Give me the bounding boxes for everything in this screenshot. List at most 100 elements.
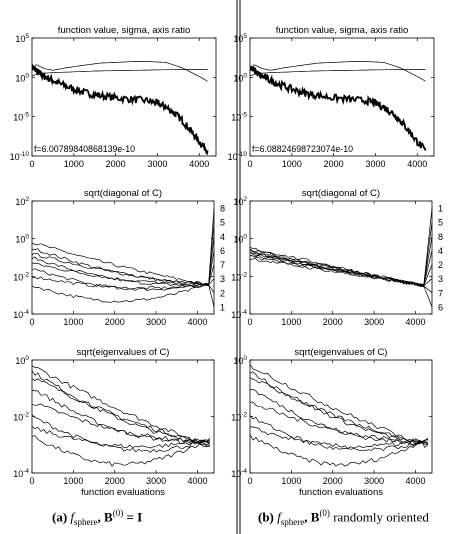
x-tick-label: 1000 <box>63 317 83 327</box>
y-tick-label: 10-4 <box>13 468 29 479</box>
x-tick-label: 2000 <box>105 317 125 327</box>
caption-b-rest: , B <box>304 509 320 525</box>
fan-line-6 <box>208 250 215 285</box>
x-tick-label: 2000 <box>323 317 343 327</box>
caption-a-tag: (a) <box>52 509 68 525</box>
x-tick-label: 3000 <box>365 159 385 169</box>
component-label: 4 <box>220 232 225 242</box>
caption-b-tag: (b) <box>258 509 274 525</box>
x-tick-label: 3000 <box>146 476 166 486</box>
x-tick-label: 1000 <box>281 476 301 486</box>
series-line-1 <box>32 242 209 285</box>
series-line-4 <box>250 251 424 286</box>
series-line-7 <box>32 426 211 449</box>
x-tick-label: 2000 <box>105 476 125 486</box>
x-tick-label: 2000 <box>323 476 343 486</box>
series-line-8 <box>32 284 209 303</box>
annotation-f-value: f=6.00789840868139e-10 <box>34 144 135 154</box>
chart-a3: sqrt(eigenvalues of C) 0 1000 2000 3000 4000 1… <box>13 347 215 498</box>
plot-area <box>250 246 424 288</box>
plot-frame <box>249 37 435 157</box>
plot-area <box>250 61 427 151</box>
component-label: 2 <box>220 288 225 298</box>
component-label: 4 <box>438 246 443 256</box>
component-label: 5 <box>220 218 225 228</box>
x-tick-label: 0 <box>29 476 34 486</box>
x-axis-label: function evaluations <box>299 487 383 498</box>
y-tick-label: 10-5 <box>13 112 29 123</box>
y-tick-label: 10-10 <box>228 151 248 162</box>
caption-b-f: f <box>277 509 281 525</box>
chart-b1: function value, sigma, axis ratio 0 1000 20… <box>228 25 435 169</box>
y-tick-label: 10-4 <box>231 468 247 479</box>
y-tick-label: 105 <box>233 33 247 44</box>
fan-line-4 <box>423 250 433 286</box>
y-tick-label: 10-2 <box>13 412 29 423</box>
caption-a: (a) fsphere, B(0) = I <box>52 508 142 527</box>
series-line-5 <box>32 262 209 286</box>
series-line-8 <box>32 435 211 467</box>
x-tick-label: 4000 <box>187 317 207 327</box>
fan-line-6 <box>423 285 433 308</box>
series-line-1 <box>32 365 210 447</box>
component-label: 1 <box>220 302 225 312</box>
caption-a-f: f <box>70 509 75 525</box>
y-tick-label: 10-2 <box>231 271 247 282</box>
x-tick-label: 0 <box>247 159 252 169</box>
series-line-6 <box>32 268 209 291</box>
series-line-7 <box>250 426 429 449</box>
component-label: 5 <box>438 218 443 228</box>
fan-line-7 <box>208 264 215 285</box>
y-tick-label: 102 <box>233 196 247 207</box>
x-tick-label: 0 <box>247 476 252 486</box>
x-tick-label: 2000 <box>106 159 126 169</box>
chart-title: sqrt(diagonal of C) <box>84 188 162 199</box>
x-tick-label: 4000 <box>405 476 425 486</box>
fan-line-7 <box>423 285 433 294</box>
chart-title: sqrt(eigenvalues of C) <box>295 347 388 358</box>
series-line-3 <box>250 69 426 77</box>
plot-area <box>32 61 209 156</box>
series-line-7 <box>32 276 209 290</box>
component-label: 6 <box>438 302 443 312</box>
series-line-2 <box>250 248 424 287</box>
plot-frame <box>31 359 215 474</box>
series-line-1 <box>250 65 427 151</box>
series-line-2 <box>32 370 211 447</box>
component-label: 7 <box>438 288 443 298</box>
plot-frame <box>31 200 215 315</box>
fan-line-3 <box>208 278 215 286</box>
caption-a-sub: sphere <box>74 516 98 527</box>
chart-a2: sqrt(diagonal of C) 0 1000 2000 3000 4000 102 1… <box>13 188 225 327</box>
x-tick-label: 4000 <box>187 476 207 486</box>
x-tick-label: 1000 <box>63 476 83 486</box>
chart-b2: sqrt(diagonal of C) 0 1000 2000 3000 4000 102 1… <box>231 188 443 327</box>
x-tick-label: 4000 <box>405 317 425 327</box>
series-line-1 <box>250 364 429 448</box>
series-line-2 <box>250 371 428 446</box>
chart-title: function value, sigma, axis ratio <box>276 25 409 36</box>
x-tick-label: 4000 <box>189 159 209 169</box>
caption-a-sup: (0) <box>112 508 124 518</box>
x-tick-label: 2000 <box>324 159 344 169</box>
series-line-2 <box>250 61 426 82</box>
series-line-5 <box>32 403 210 444</box>
series-line-2 <box>32 61 208 82</box>
chart-title: function value, sigma, axis ratio <box>58 25 191 36</box>
y-tick-label: 10-2 <box>13 271 29 282</box>
x-tick-label: 3000 <box>364 476 384 486</box>
series-line-4 <box>32 256 209 286</box>
x-tick-label: 1000 <box>282 159 302 169</box>
component-label: 6 <box>220 246 225 256</box>
series-line-5 <box>250 401 429 445</box>
caption-b-sup: (0) <box>319 508 330 518</box>
y-tick-label: 100 <box>233 72 247 83</box>
fan-line-1 <box>208 284 215 308</box>
series-line-6 <box>250 254 424 286</box>
series-line-3 <box>250 377 429 445</box>
x-tick-label: 1000 <box>281 317 301 327</box>
chart-title: sqrt(diagonal of C) <box>302 188 380 199</box>
x-tick-label: 0 <box>247 317 252 327</box>
component-label: 8 <box>220 204 225 214</box>
plot-frame <box>249 200 433 315</box>
